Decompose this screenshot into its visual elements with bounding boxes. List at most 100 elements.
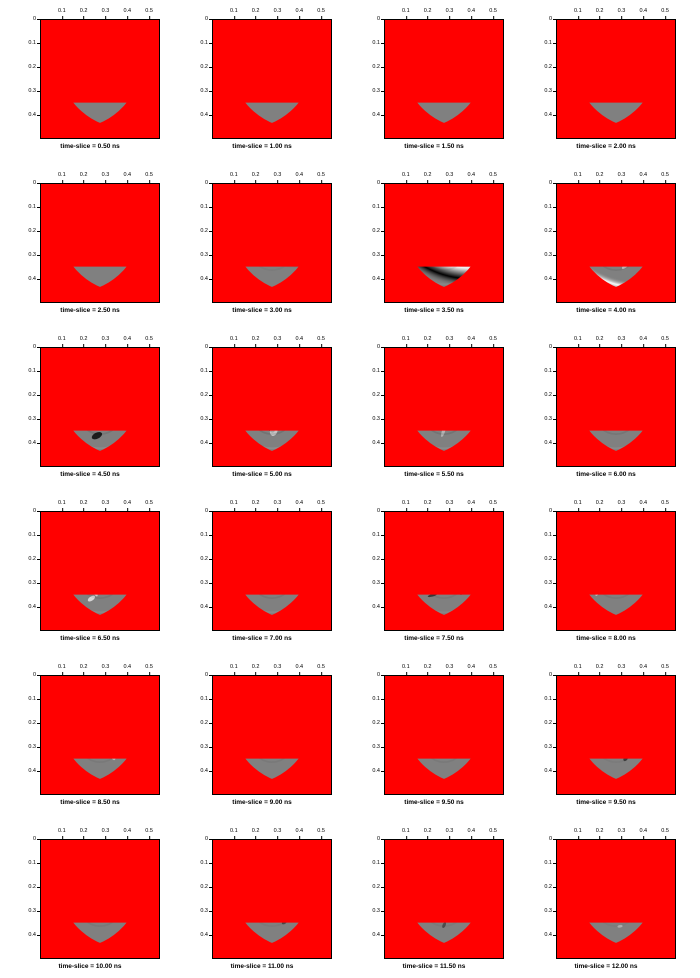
x-tick-label: 0.1 — [574, 828, 582, 834]
y-tick-label: 0.3 — [200, 416, 208, 422]
y-tick-label: 0.1 — [544, 860, 552, 866]
y-tick-label: 0.1 — [28, 696, 36, 702]
x-axis-ticks: 0.10.20.30.40.5 — [384, 172, 504, 183]
x-axis-ticks: 0.10.20.30.40.5 — [384, 8, 504, 19]
x-tick-label: 0.1 — [58, 172, 66, 178]
x-tick-label: 0.3 — [446, 336, 454, 342]
y-axis-ticks: 00.10.20.30.4 — [192, 675, 212, 795]
y-axis-ticks: 00.10.20.30.4 — [364, 675, 384, 795]
y-tick-label: 0.3 — [372, 744, 380, 750]
x-tick-label: 0.3 — [446, 828, 454, 834]
simulation-panel: 0.10.20.30.40.500.10.20.30.4time-slice =… — [192, 828, 332, 970]
y-tick-label: 0.4 — [544, 604, 552, 610]
y-tick-label: 0.3 — [28, 416, 36, 422]
x-tick-label: 0.5 — [661, 336, 669, 342]
simulation-panel: 0.10.20.30.40.500.10.20.30.4time-slice =… — [364, 8, 504, 150]
panel-caption: time-slice = 8.00 ns — [576, 635, 635, 642]
simulation-panel: 0.10.20.30.40.500.10.20.30.4time-slice =… — [536, 8, 676, 150]
x-tick-label: 0.2 — [80, 500, 88, 506]
y-tick-label: 0.3 — [544, 744, 552, 750]
y-tick-label: 0.4 — [200, 932, 208, 938]
x-tick-label: 0.2 — [424, 828, 432, 834]
x-axis-ticks: 0.10.20.30.40.5 — [384, 828, 504, 839]
x-tick-label: 0.5 — [317, 172, 325, 178]
y-tick-label: 0.3 — [372, 908, 380, 914]
y-tick-label: 0.2 — [28, 64, 36, 70]
panel-caption: time-slice = 5.50 ns — [404, 471, 463, 478]
x-tick-label: 0.2 — [596, 8, 604, 14]
panel-caption: time-slice = 0.50 ns — [60, 143, 119, 150]
panel-caption: time-slice = 11.50 ns — [403, 963, 466, 970]
y-tick-label: 0 — [377, 180, 380, 186]
x-axis-ticks: 0.10.20.30.40.5 — [212, 172, 332, 183]
simulation-panel: 0.10.20.30.40.500.10.20.30.4time-slice =… — [192, 8, 332, 150]
x-tick-label: 0.4 — [295, 336, 303, 342]
y-tick-label: 0.1 — [372, 532, 380, 538]
x-tick-label: 0.5 — [317, 500, 325, 506]
x-tick-label: 0.4 — [295, 172, 303, 178]
y-tick-label: 0.2 — [544, 64, 552, 70]
y-axis-ticks: 00.10.20.30.4 — [20, 675, 40, 795]
x-axis-ticks: 0.10.20.30.40.5 — [556, 664, 676, 675]
y-tick-label: 0.3 — [544, 88, 552, 94]
panel-caption: time-slice = 4.50 ns — [60, 471, 119, 478]
y-tick-label: 0.1 — [372, 860, 380, 866]
x-tick-label: 0.2 — [596, 828, 604, 834]
y-tick-label: 0.4 — [200, 768, 208, 774]
x-tick-label: 0.3 — [274, 172, 282, 178]
y-tick-label: 0.3 — [200, 252, 208, 258]
x-tick-label: 0.5 — [661, 500, 669, 506]
x-tick-label: 0.4 — [639, 664, 647, 670]
x-axis-ticks: 0.10.20.30.40.5 — [40, 828, 160, 839]
panel-caption: time-slice = 9.50 ns — [576, 799, 635, 806]
panel-caption: time-slice = 4.00 ns — [576, 307, 635, 314]
x-axis-ticks: 0.10.20.30.40.5 — [556, 828, 676, 839]
y-tick-label: 0.3 — [28, 88, 36, 94]
y-tick-label: 0 — [205, 16, 208, 22]
y-tick-label: 0.1 — [544, 696, 552, 702]
y-tick-label: 0 — [33, 344, 36, 350]
x-tick-label: 0.5 — [489, 500, 497, 506]
x-tick-label: 0.3 — [102, 172, 110, 178]
y-tick-label: 0.1 — [544, 40, 552, 46]
x-tick-label: 0.1 — [230, 172, 238, 178]
x-tick-label: 0.4 — [639, 336, 647, 342]
simulation-panel: 0.10.20.30.40.500.10.20.30.4time-slice =… — [192, 336, 332, 478]
panel-caption: time-slice = 8.50 ns — [60, 799, 119, 806]
x-tick-label: 0.2 — [80, 664, 88, 670]
x-tick-label: 0.5 — [145, 828, 153, 834]
wave-field-plot — [212, 347, 332, 467]
y-tick-label: 0.4 — [372, 768, 380, 774]
y-axis-ticks: 00.10.20.30.4 — [192, 347, 212, 467]
y-tick-label: 0.1 — [544, 532, 552, 538]
panel-caption: time-slice = 7.00 ns — [232, 635, 291, 642]
y-tick-label: 0.3 — [200, 908, 208, 914]
simulation-panel: 0.10.20.30.40.500.10.20.30.4time-slice =… — [192, 500, 332, 642]
panel-caption: time-slice = 9.50 ns — [404, 799, 463, 806]
x-tick-label: 0.5 — [145, 664, 153, 670]
y-tick-label: 0 — [33, 180, 36, 186]
y-tick-label: 0.4 — [372, 112, 380, 118]
y-tick-label: 0.1 — [200, 532, 208, 538]
x-tick-label: 0.4 — [295, 828, 303, 834]
y-tick-label: 0.2 — [28, 556, 36, 562]
x-tick-label: 0.4 — [295, 664, 303, 670]
simulation-grid: 0.10.20.30.40.500.10.20.30.4time-slice =… — [20, 8, 680, 970]
x-tick-label: 0.5 — [489, 336, 497, 342]
panel-caption: time-slice = 6.00 ns — [576, 471, 635, 478]
x-tick-label: 0.5 — [317, 8, 325, 14]
y-tick-label: 0.4 — [28, 440, 36, 446]
simulation-panel: 0.10.20.30.40.500.10.20.30.4time-slice =… — [20, 172, 160, 314]
x-tick-label: 0.2 — [424, 500, 432, 506]
y-tick-label: 0.1 — [372, 40, 380, 46]
y-tick-label: 0.4 — [372, 932, 380, 938]
x-tick-label: 0.3 — [102, 664, 110, 670]
x-tick-label: 0.2 — [252, 664, 260, 670]
wave-field-plot — [212, 511, 332, 631]
y-tick-label: 0 — [377, 344, 380, 350]
panel-caption: time-slice = 9.00 ns — [232, 799, 291, 806]
y-axis-ticks: 00.10.20.30.4 — [20, 19, 40, 139]
x-tick-label: 0.2 — [424, 172, 432, 178]
x-axis-ticks: 0.10.20.30.40.5 — [40, 8, 160, 19]
y-tick-label: 0.1 — [28, 368, 36, 374]
